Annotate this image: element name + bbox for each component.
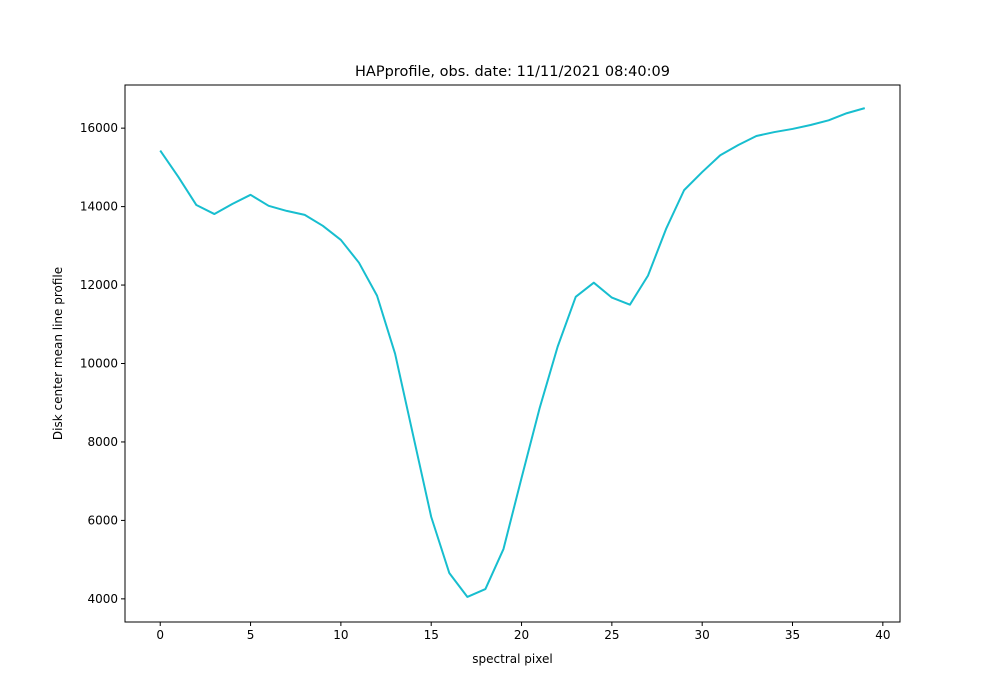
x-tick-label: 25 <box>604 628 619 642</box>
x-tick-label: 35 <box>785 628 800 642</box>
x-tick-label: 0 <box>156 628 164 642</box>
y-tick-label: 6000 <box>87 513 118 527</box>
y-tick-label: 12000 <box>80 278 118 292</box>
y-tick-label: 4000 <box>87 592 118 606</box>
x-tick-label: 10 <box>333 628 348 642</box>
data-line <box>159 107 866 598</box>
chart-title: HAPprofile, obs. date: 11/11/2021 08:40:… <box>355 64 670 80</box>
y-tick-label: 14000 <box>80 200 118 214</box>
y-tick-label: 16000 <box>80 121 118 135</box>
x-tick-label: 30 <box>695 628 710 642</box>
plot-frame <box>124 84 901 623</box>
x-axis-label: spectral pixel <box>472 652 552 666</box>
y-tick-label: 10000 <box>80 357 118 371</box>
x-tick-label: 20 <box>514 628 529 642</box>
x-tick-label: 5 <box>247 628 255 642</box>
y-axis-label: Disk center mean line profile <box>51 267 65 440</box>
x-tick-label: 15 <box>424 628 439 642</box>
x-tick-label: 40 <box>875 628 890 642</box>
y-tick-label: 8000 <box>87 435 118 449</box>
